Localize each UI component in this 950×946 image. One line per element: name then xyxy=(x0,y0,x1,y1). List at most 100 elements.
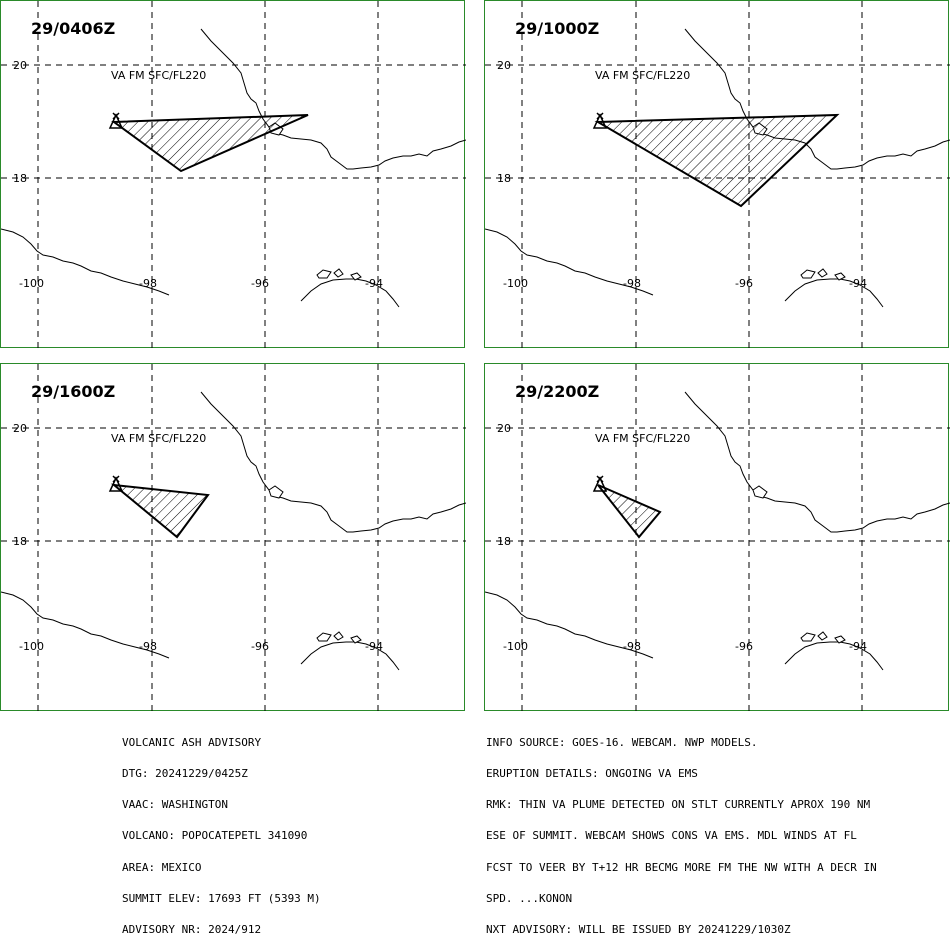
lon-label: -96 xyxy=(251,640,269,653)
lon-label: -98 xyxy=(623,640,641,653)
advisory-line: ERUPTION DETAILS: ONGOING VA EMS xyxy=(486,767,698,781)
volcano-triangle xyxy=(592,113,608,129)
volcano-icon xyxy=(108,112,124,129)
lat-label: 20 xyxy=(13,59,27,72)
coast-segment xyxy=(684,391,950,533)
advisory-line: VOLCANO: POPOCATEPETL 341090 xyxy=(122,829,308,843)
lat-label: 20 xyxy=(13,422,27,435)
forecast-panel-0: 29/0406Z VA FM SFC/FL220 20 18 -100 -98 … xyxy=(0,0,466,349)
coast-segment xyxy=(784,278,884,308)
advisory-line: VOLCANIC ASH ADVISORY xyxy=(122,735,262,749)
lat-label: 18 xyxy=(497,535,511,548)
volcano-icon xyxy=(592,475,608,492)
lat-label: 18 xyxy=(13,172,27,185)
volcano-triangle xyxy=(108,113,124,129)
lat-label: 20 xyxy=(497,422,511,435)
coast-segment xyxy=(485,228,654,296)
lon-label: -96 xyxy=(735,640,753,653)
coastline xyxy=(1,28,466,308)
advisory-line: ESE OF SUMMIT. WEBCAM SHOWS CONS VA EMS.… xyxy=(486,829,857,843)
lon-label: -96 xyxy=(251,277,269,290)
advisory-line: ADVISORY NR: 2024/912 xyxy=(122,923,262,937)
map-canvas xyxy=(485,1,950,349)
island xyxy=(316,632,332,642)
island xyxy=(752,485,768,499)
ash-plume-polygon xyxy=(110,483,210,539)
lon-label: -94 xyxy=(365,277,383,290)
advisory-remarks-block: INFO SOURCE: GOES-16. WEBCAM. NWP MODELS… xyxy=(486,717,877,946)
advisory-line: DTG: 20241229/0425Z xyxy=(122,767,248,781)
advisory-line: RMK: THIN VA PLUME DETECTED ON STLT CURR… xyxy=(486,798,871,812)
graticule xyxy=(485,364,950,712)
lon-label: -100 xyxy=(19,277,44,290)
volcano-mark xyxy=(112,475,120,483)
map-canvas xyxy=(1,364,466,712)
advisory-line: INFO SOURCE: GOES-16. WEBCAM. NWP MODELS… xyxy=(486,735,758,749)
coast-segment xyxy=(684,28,950,170)
lat-label: 18 xyxy=(497,172,511,185)
forecast-panel-3: 29/2200Z VA FM SFC/FL220 20 18 -100 -98 … xyxy=(484,363,950,712)
advisory-line: NXT ADVISORY: WILL BE ISSUED BY 20241229… xyxy=(486,923,791,937)
volcano-mark xyxy=(112,112,120,120)
island xyxy=(834,635,846,644)
island xyxy=(268,485,284,499)
panel-time: 29/1000Z xyxy=(515,19,600,38)
layer-label: VA FM SFC/FL220 xyxy=(595,69,691,82)
coast-segment xyxy=(200,391,466,533)
lat-label: 18 xyxy=(13,535,27,548)
lon-label: -94 xyxy=(365,640,383,653)
volcano-triangle xyxy=(592,476,608,492)
panel-time: 29/0406Z xyxy=(31,19,116,38)
advisory-line: SUMMIT ELEV: 17693 FT (5393 M) xyxy=(122,891,321,905)
island xyxy=(800,632,816,642)
ash-plume-polygon xyxy=(111,114,309,173)
volcano-mark xyxy=(596,112,604,120)
volcano-triangle xyxy=(108,476,124,492)
island xyxy=(333,268,344,278)
coast-segment xyxy=(485,591,654,659)
graticule xyxy=(1,1,466,349)
graticule xyxy=(1,364,466,712)
lon-label: -100 xyxy=(19,640,44,653)
layer-label: VA FM SFC/FL220 xyxy=(111,432,207,445)
island xyxy=(817,631,828,641)
lon-label: -94 xyxy=(849,640,867,653)
coast-segment xyxy=(200,28,466,170)
island xyxy=(350,635,362,644)
island xyxy=(800,269,816,279)
advisory-header-block: VOLCANIC ASH ADVISORY DTG: 20241229/0425… xyxy=(122,717,321,946)
lat-label: 20 xyxy=(497,59,511,72)
coast-segment xyxy=(300,641,400,671)
advisory-line: AREA: MEXICO xyxy=(122,860,202,874)
lon-label: -98 xyxy=(623,277,641,290)
coast-segment xyxy=(300,278,400,308)
lon-label: -94 xyxy=(849,277,867,290)
volcano-mark xyxy=(596,475,604,483)
lon-label: -98 xyxy=(139,277,157,290)
island xyxy=(350,272,362,281)
coastline xyxy=(1,391,466,671)
map-canvas xyxy=(1,1,466,349)
map-canvas xyxy=(485,364,950,712)
ash-plume-polygon xyxy=(594,113,840,208)
lon-label: -98 xyxy=(139,640,157,653)
island xyxy=(316,269,332,279)
coast-segment xyxy=(1,228,170,296)
volcano-icon xyxy=(108,475,124,492)
coastline xyxy=(485,391,950,671)
advisory-line: FCST TO VEER BY T+12 HR BECMG MORE FM TH… xyxy=(486,860,877,874)
layer-label: VA FM SFC/FL220 xyxy=(595,432,691,445)
forecast-panel-2: 29/1600Z VA FM SFC/FL220 20 18 -100 -98 … xyxy=(0,363,466,712)
island xyxy=(333,631,344,641)
lon-label: -100 xyxy=(503,640,528,653)
panel-time: 29/2200Z xyxy=(515,382,600,401)
panel-time: 29/1600Z xyxy=(31,382,116,401)
forecast-panel-1: 29/1000Z VA FM SFC/FL220 20 18 -100 -98 … xyxy=(484,0,950,349)
lon-label: -100 xyxy=(503,277,528,290)
ash-plume-polygon xyxy=(597,484,662,539)
layer-label: VA FM SFC/FL220 xyxy=(111,69,207,82)
coast-segment xyxy=(784,641,884,671)
advisory-line: VAAC: WASHINGTON xyxy=(122,798,228,812)
volcano-icon xyxy=(592,112,608,129)
island xyxy=(834,272,846,281)
